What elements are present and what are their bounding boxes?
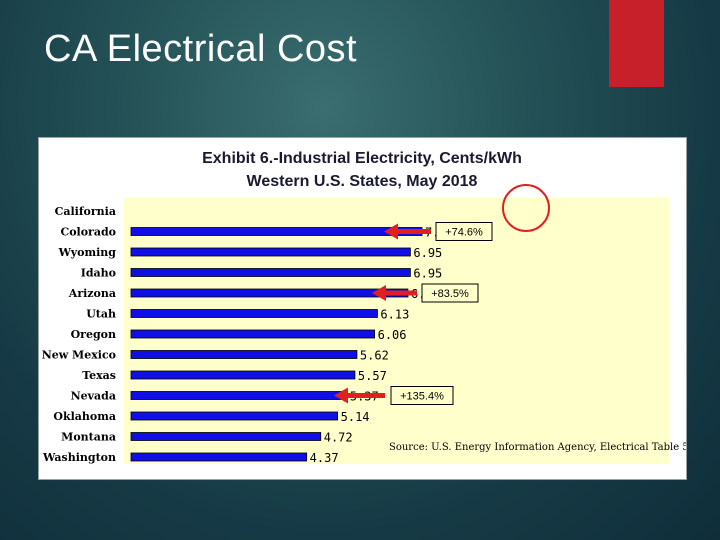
- annotation-label: +74.6%: [445, 227, 483, 239]
- annotation-box: [435, 222, 493, 241]
- bar: [130, 309, 378, 318]
- category-label: Wyoming: [58, 246, 117, 259]
- bar: [130, 391, 348, 400]
- category-label: Arizona: [68, 287, 116, 300]
- bar: [130, 350, 358, 359]
- annotation-label: +135.4%: [400, 391, 444, 403]
- red-accent-tab: [609, 0, 664, 87]
- category-label: Nevada: [71, 390, 116, 403]
- bar: [130, 329, 376, 339]
- category-label: New Mexico: [42, 349, 116, 362]
- bar: [130, 411, 339, 421]
- data-label: 5.14: [341, 410, 370, 424]
- data-label: 4.72: [324, 431, 353, 445]
- arrow-head: [334, 387, 348, 404]
- category-label: Oklahoma: [53, 410, 116, 423]
- arrow-head: [384, 223, 398, 240]
- annotation-label: +83.5%: [431, 288, 469, 300]
- category-label: Montana: [61, 431, 116, 444]
- data-label: 6.13: [380, 308, 409, 322]
- data-label: 5.57: [358, 369, 387, 383]
- bar: [130, 247, 411, 257]
- arrow-head: [372, 285, 386, 301]
- highlight-circle: [502, 184, 550, 232]
- category-label: Colorado: [60, 226, 116, 239]
- data-label: 6.06: [378, 328, 407, 342]
- category-label: Washington: [42, 451, 116, 464]
- bar: [130, 288, 409, 298]
- slide-title: CA Electrical Cost: [44, 28, 358, 70]
- category-label: Texas: [82, 369, 116, 382]
- data-label: 4.37: [310, 451, 339, 465]
- bar: [130, 268, 411, 277]
- data-label: 5.62: [360, 349, 389, 363]
- category-label: Utah: [86, 308, 116, 321]
- chart-subtitle: Western U.S. States, May 2018: [247, 173, 478, 190]
- bar: [130, 227, 423, 236]
- bar: [130, 452, 308, 462]
- chart-frame: Exhibit 6.-Industrial Electricity, Cents…: [38, 137, 687, 480]
- bar: [130, 370, 356, 380]
- annotation-box: [421, 283, 479, 303]
- category-label: Oregon: [71, 328, 116, 341]
- bar-chart: Exhibit 6.-Industrial Electricity, Cents…: [42, 150, 686, 465]
- data-label: 6.95: [413, 246, 442, 260]
- category-label: California: [55, 205, 116, 218]
- data-label: 6.95: [413, 267, 442, 281]
- annotation-box: [390, 386, 454, 405]
- category-label: Idaho: [81, 267, 116, 280]
- bar: [130, 432, 322, 441]
- chart-title: Exhibit 6.-Industrial Electricity, Cents…: [202, 150, 522, 167]
- source-note: Source: U.S. Energy Information Agency, …: [389, 442, 686, 453]
